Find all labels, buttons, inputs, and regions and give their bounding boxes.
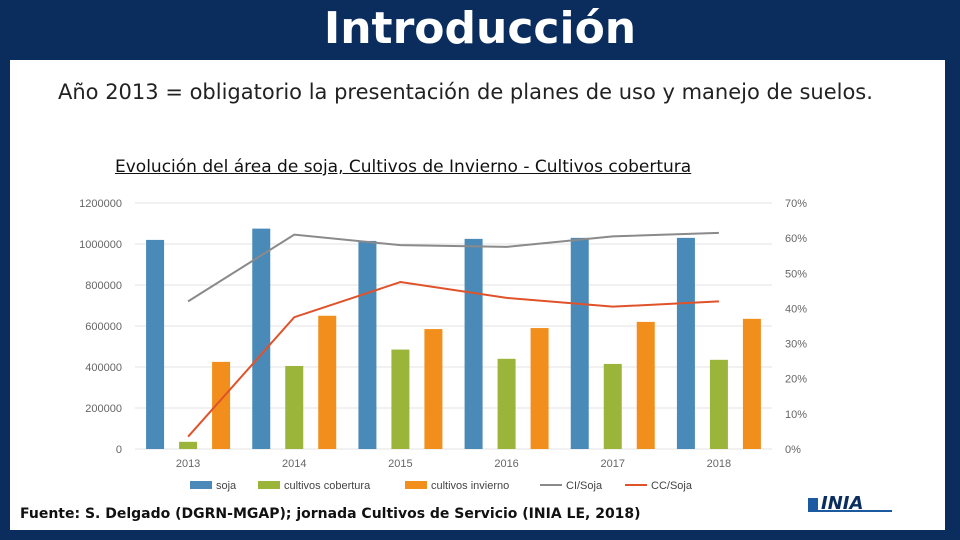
bar-cultivos-invierno-2016 — [530, 328, 549, 449]
legend-swatch — [190, 481, 212, 489]
slide-title: Introducción — [323, 3, 637, 54]
line-cc-soja — [187, 281, 719, 438]
bar-soja-2013 — [146, 239, 165, 449]
bar-cultivos-invierno-2017 — [636, 321, 655, 449]
y-right-tick-label: 70% — [785, 198, 807, 210]
bar-cultivos-cobertura-2013 — [179, 441, 198, 449]
x-tick-label: 2018 — [707, 458, 731, 470]
y-right-tick-label: 60% — [785, 233, 807, 245]
legend-swatch — [258, 481, 280, 489]
legend-swatch — [405, 481, 427, 489]
y-left-tick-label: 1000000 — [79, 239, 122, 251]
bar-soja-2018 — [676, 237, 695, 449]
y-left-tick-label: 800000 — [85, 280, 122, 292]
legend-label: CC/Soja — [651, 480, 693, 492]
inia-logo: INIA — [808, 493, 892, 514]
y-left-tick-label: 1200000 — [79, 198, 122, 210]
y-left-tick-label: 200000 — [85, 403, 122, 415]
legend-label: CI/Soja — [566, 480, 603, 492]
bar-soja-2016 — [464, 238, 483, 449]
bar-soja-2015 — [358, 240, 377, 449]
y-left-tick-label: 400000 — [85, 362, 122, 374]
y-right-tick-label: 0% — [785, 444, 801, 456]
x-tick-label: 2013 — [176, 458, 200, 470]
y-left-tick-label: 600000 — [85, 321, 122, 333]
bar-cultivos-cobertura-2018 — [709, 359, 728, 449]
bar-cultivos-invierno-2018 — [742, 318, 761, 449]
bar-soja-2014 — [252, 228, 271, 449]
logo-wordmark: INIA — [821, 493, 863, 514]
bar-cultivos-invierno-2015 — [424, 329, 443, 449]
y-right-tick-label: 50% — [785, 268, 807, 280]
bar-cultivos-cobertura-2014 — [285, 365, 304, 449]
x-tick-label: 2017 — [601, 458, 625, 470]
bar-soja-2017 — [570, 237, 589, 449]
bar-cultivos-cobertura-2015 — [391, 349, 410, 449]
y-right-tick-label: 10% — [785, 409, 807, 421]
bar-cultivos-invierno-2014 — [318, 315, 337, 449]
bar-cultivos-cobertura-2016 — [497, 358, 516, 449]
bar-cultivos-cobertura-2017 — [603, 363, 622, 449]
legend-label: cultivos cobertura — [284, 480, 371, 492]
chart-title: Evolución del área de soja, Cultivos de … — [115, 157, 692, 177]
x-tick-label: 2016 — [494, 458, 518, 470]
y-right-tick-label: 30% — [785, 339, 807, 351]
legend-label: cultivos invierno — [431, 480, 509, 492]
slide-subtitle: Año 2013 = obligatorio la presentación d… — [58, 80, 873, 104]
y-left-tick-label: 0 — [116, 444, 122, 456]
line-ci-soja — [187, 231, 719, 303]
source-note: Fuente: S. Delgado (DGRN-MGAP); jornada … — [20, 506, 641, 522]
legend-label: soja — [216, 480, 237, 492]
y-right-tick-label: 40% — [785, 303, 807, 315]
bar-cultivos-invierno-2013 — [212, 361, 231, 449]
y-right-tick-label: 20% — [785, 374, 807, 386]
x-tick-label: 2015 — [388, 458, 412, 470]
x-tick-label: 2014 — [282, 458, 306, 470]
